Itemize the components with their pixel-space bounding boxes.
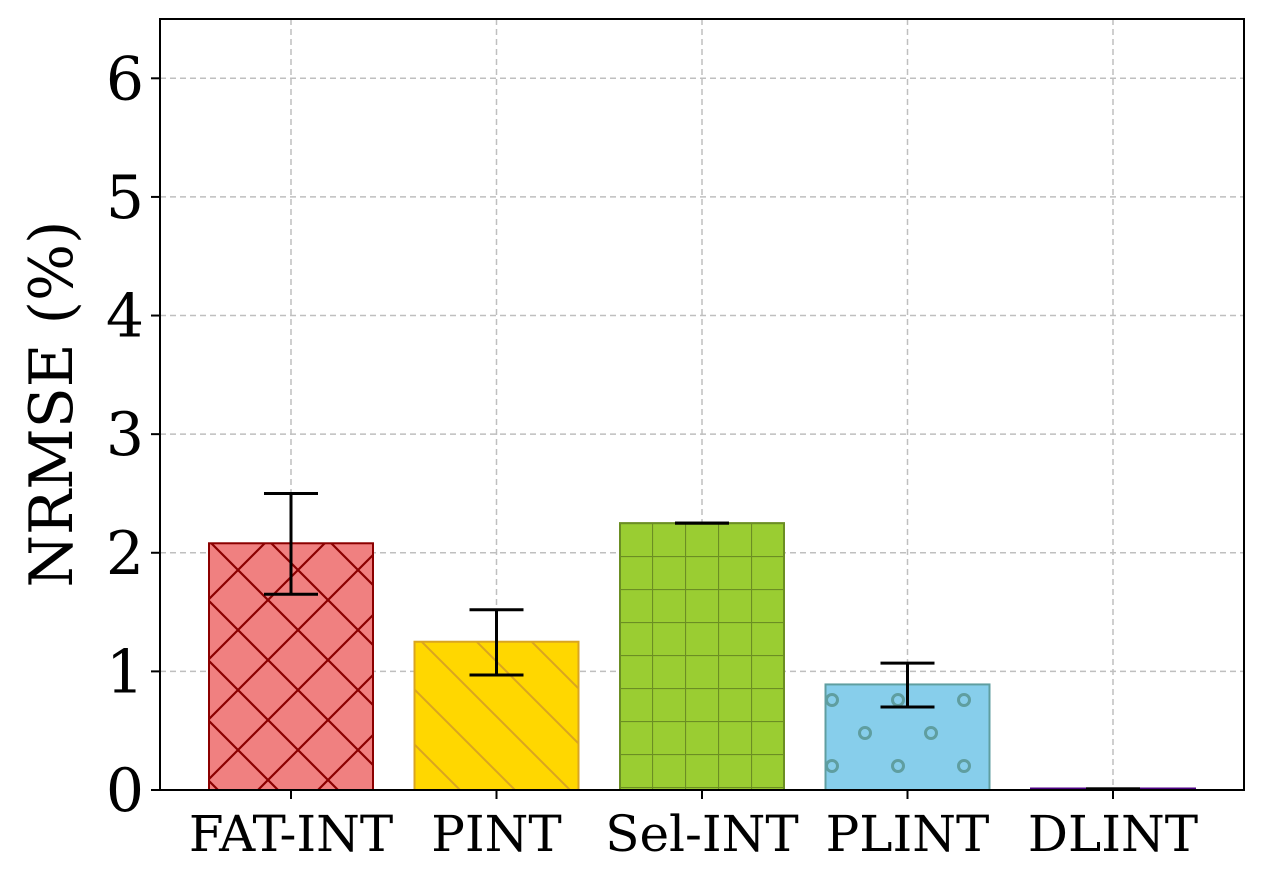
y-tick-label-6: 6 — [106, 44, 144, 114]
y-axis: 0 1 2 3 4 5 6 — [106, 44, 160, 826]
y-tick-label-5: 5 — [106, 163, 144, 233]
y-tick-label-4: 4 — [106, 282, 144, 352]
x-tick-label-0: FAT-INT — [189, 805, 393, 863]
bar-sel-int — [619, 522, 785, 791]
error-bar-plint — [880, 661, 935, 709]
error-bars — [264, 491, 1140, 791]
x-axis: FAT-INT PINT Sel-INT PLINT DLINT — [189, 790, 1198, 863]
x-tick-label-4: DLINT — [1028, 805, 1198, 863]
y-tick-label-0: 0 — [106, 756, 144, 826]
bars — [208, 522, 1196, 792]
x-tick-label-1: PINT — [431, 805, 562, 863]
y-tick-label-3: 3 — [106, 400, 144, 470]
error-bar-fat-int — [264, 491, 318, 596]
y-tick-label-2: 2 — [106, 519, 144, 589]
error-bar-pint — [469, 608, 524, 677]
x-tick-label-3: PLINT — [826, 805, 990, 863]
y-tick-label-1: 1 — [106, 637, 144, 707]
x-tick-label-2: Sel-INT — [605, 805, 799, 863]
y-axis-label: NRMSE (%) — [17, 221, 87, 588]
